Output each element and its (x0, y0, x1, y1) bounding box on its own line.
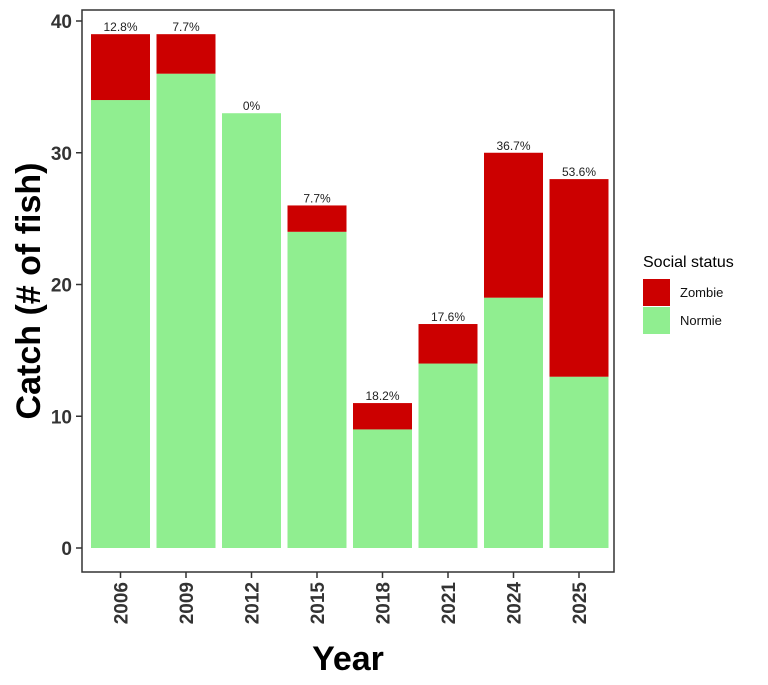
bar-zombie-2025 (549, 179, 609, 377)
x-tick-label-2025: 2025 (570, 582, 591, 625)
percent-label-2015: 7.7% (303, 191, 331, 205)
x-tick-label-2006: 2006 (112, 582, 133, 624)
bar-normie-2015 (287, 231, 347, 549)
bar-zombie-2021 (418, 324, 478, 364)
legend-key-zombie (643, 279, 670, 306)
bar-zombie-2009 (156, 34, 216, 74)
bar-zombie-2006 (91, 34, 150, 101)
percent-label-2024: 36.7% (496, 139, 530, 153)
bar-normie-2012 (222, 113, 281, 548)
legend-label-zombie: Zombie (680, 285, 723, 300)
bar-normie-2025 (549, 376, 609, 548)
bar-zombie-2018 (353, 403, 412, 430)
percent-label-2018: 18.2% (365, 389, 399, 403)
legend-label-normie: Normie (680, 313, 722, 328)
bar-normie-2009 (156, 73, 216, 548)
bar-normie-2024 (484, 297, 543, 548)
legend-key-normie (643, 307, 670, 334)
bar-normie-2021 (418, 363, 478, 548)
x-tick-label-2018: 2018 (374, 582, 395, 624)
percent-label-2006: 12.8% (103, 20, 137, 34)
x-axis-title: Year (312, 640, 384, 678)
bar-normie-2018 (353, 429, 412, 548)
bar-zombie-2015 (287, 205, 347, 232)
x-tick-label-2012: 2012 (243, 582, 264, 624)
x-tick-label-2024: 2024 (505, 582, 526, 625)
percent-label-2009: 7.7% (172, 20, 200, 34)
y-tick-label: 30 (51, 144, 72, 165)
percent-label-2025: 53.6% (562, 165, 596, 179)
x-tick-label-2009: 2009 (177, 582, 198, 624)
percent-label-2012: 0% (243, 99, 261, 113)
x-axis: 2006 2009 2012 2015 2018 2021 2024 2025 (112, 572, 591, 625)
y-axis-title: Catch (# of fish) (10, 163, 48, 420)
x-tick-label-2015: 2015 (308, 582, 329, 625)
bars-group (91, 34, 609, 549)
y-tick-label: 0 (61, 539, 72, 560)
x-tick-label-2021: 2021 (439, 582, 460, 625)
legend-entries: Zombie Normie (643, 279, 723, 334)
percent-labels-group: 12.8% 7.7% 0% 7.7% 18.2% 17.6% 36.7% 53.6% (103, 20, 596, 403)
bar-normie-2006 (91, 100, 150, 549)
bar-zombie-2024 (484, 152, 543, 298)
y-tick-label: 20 (51, 276, 72, 297)
y-tick-label: 40 (51, 12, 72, 33)
y-tick-label: 10 (51, 407, 72, 428)
y-axis: 0 10 20 30 40 (51, 12, 82, 560)
legend: Social status Zombie Normie (643, 254, 734, 334)
percent-label-2021: 17.6% (431, 310, 465, 324)
legend-title: Social status (643, 254, 734, 271)
